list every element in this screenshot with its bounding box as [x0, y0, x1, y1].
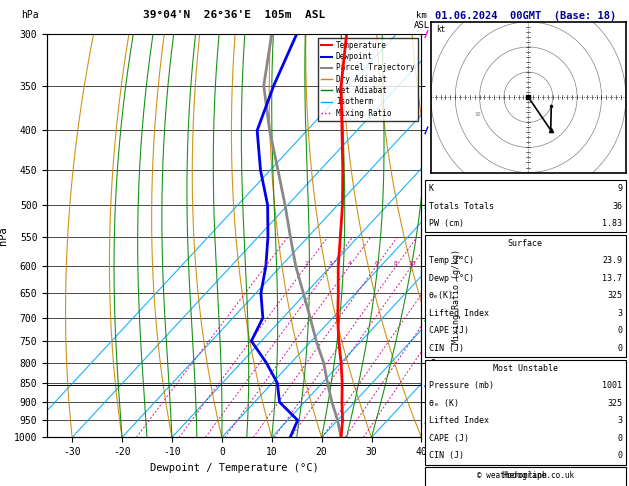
Text: Temp (°C): Temp (°C) [429, 257, 474, 265]
Text: Mixing Ratio (g/kg): Mixing Ratio (g/kg) [452, 249, 460, 344]
Text: 39°04'N  26°36'E  105m  ASL: 39°04'N 26°36'E 105m ASL [143, 10, 325, 20]
Text: Lifted Index: Lifted Index [429, 309, 489, 318]
Text: CAPE (J): CAPE (J) [429, 434, 469, 443]
Text: Dewp (°C): Dewp (°C) [429, 274, 474, 283]
Text: Lifted Index: Lifted Index [429, 417, 489, 425]
Text: 3: 3 [617, 417, 622, 425]
Text: 23.9: 23.9 [602, 257, 622, 265]
Text: θₑ(K): θₑ(K) [429, 292, 454, 300]
Text: 3: 3 [329, 261, 333, 266]
Text: 0: 0 [617, 344, 622, 353]
Text: 9: 9 [617, 184, 622, 193]
Text: 325: 325 [607, 292, 622, 300]
Text: Surface: Surface [508, 239, 543, 248]
Text: 1.83: 1.83 [602, 219, 622, 228]
Text: CAPE (J): CAPE (J) [429, 327, 469, 335]
Text: 0: 0 [617, 327, 622, 335]
Text: Totals Totals: Totals Totals [429, 202, 494, 210]
Text: Pressure (mb): Pressure (mb) [429, 382, 494, 390]
Text: 8: 8 [394, 261, 398, 266]
Text: LCL: LCL [425, 381, 440, 389]
Text: Most Unstable: Most Unstable [493, 364, 558, 373]
Text: 6: 6 [374, 261, 378, 266]
Text: km
ASL: km ASL [413, 11, 430, 30]
Text: 325: 325 [607, 399, 622, 408]
Text: 1001: 1001 [602, 382, 622, 390]
Legend: Temperature, Dewpoint, Parcel Trajectory, Dry Adiabat, Wet Adiabat, Isotherm, Mi: Temperature, Dewpoint, Parcel Trajectory… [318, 38, 418, 121]
Text: 10: 10 [474, 112, 481, 117]
Text: 0: 0 [617, 434, 622, 443]
Text: 1: 1 [264, 261, 267, 266]
Y-axis label: hPa: hPa [0, 226, 8, 245]
Text: 2: 2 [304, 261, 308, 266]
Text: CIN (J): CIN (J) [429, 344, 464, 353]
Text: © weatheronline.co.uk: © weatheronline.co.uk [477, 471, 574, 480]
Text: hPa: hPa [21, 10, 38, 20]
Text: 0: 0 [617, 451, 622, 460]
Text: 3: 3 [617, 309, 622, 318]
Text: 13.7: 13.7 [602, 274, 622, 283]
Text: kt: kt [436, 25, 445, 34]
Text: Hodograph: Hodograph [503, 471, 548, 480]
Text: PW (cm): PW (cm) [429, 219, 464, 228]
Text: K: K [429, 184, 434, 193]
Text: θₑ (K): θₑ (K) [429, 399, 459, 408]
Text: CIN (J): CIN (J) [429, 451, 464, 460]
X-axis label: Dewpoint / Temperature (°C): Dewpoint / Temperature (°C) [150, 463, 319, 473]
Text: 01.06.2024  00GMT  (Base: 18): 01.06.2024 00GMT (Base: 18) [435, 11, 616, 21]
Text: 36: 36 [612, 202, 622, 210]
Text: 10: 10 [408, 261, 415, 266]
Text: 4: 4 [347, 261, 351, 266]
